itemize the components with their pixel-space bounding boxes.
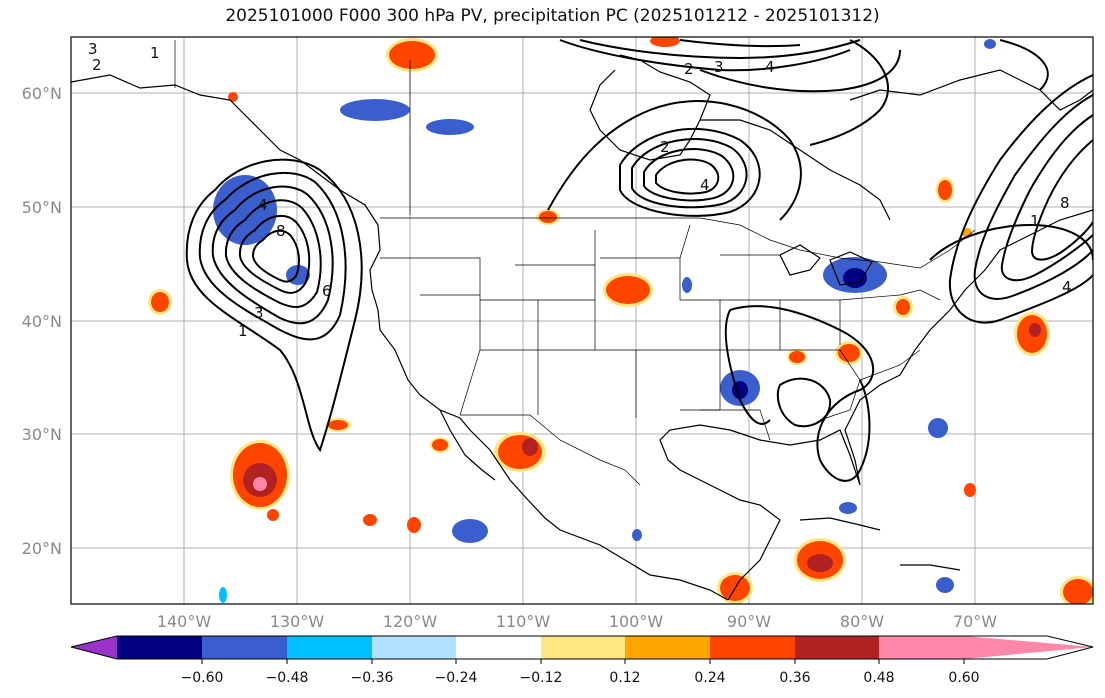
colorbar-outline — [70, 635, 1094, 660]
pv-contours — [185, 39, 1093, 482]
contour-label: 4 — [1062, 278, 1072, 296]
lat-label: 30°N — [22, 425, 62, 444]
colorbar-segment — [625, 636, 710, 659]
contour-label: 8 — [276, 222, 286, 240]
contour-label: 3 — [714, 58, 724, 76]
lon-label: 70°W — [953, 612, 997, 631]
contour-label: 1 — [150, 44, 160, 62]
colorbar-segment — [541, 636, 625, 659]
contour-label: 6 — [322, 282, 332, 300]
colorbar-segment — [710, 636, 795, 659]
colorbar-label: −0.24 — [435, 670, 478, 686]
colorbar-label: 0.48 — [863, 670, 894, 686]
lon-label: 140°W — [157, 612, 212, 631]
lon-label: 110°W — [496, 612, 551, 631]
colorbar-label: −0.36 — [351, 670, 394, 686]
colorbar-label: 0.12 — [609, 670, 640, 686]
colorbar-segment — [372, 636, 456, 659]
map-title: 2025101000 F000 300 hPa PV, precipitatio… — [225, 6, 880, 26]
contour-label: 4 — [700, 176, 710, 194]
colorbar: −0.60 −0.48 −0.36 −0.24 −0.12 0.12 0.24 … — [70, 635, 1094, 686]
graticule — [71, 37, 1093, 604]
contour-label: 2 — [92, 56, 102, 74]
contour-label: 1 — [1030, 212, 1040, 230]
colorbar-segment — [202, 636, 287, 659]
contour-label: 2 — [684, 60, 694, 78]
contour-labels: 3 1 2 4 8 6 3 1 2 3 4 4 8 4 2 1 — [88, 40, 1072, 340]
colorbar-label: 0.36 — [779, 670, 810, 686]
contour-label: 2 — [660, 138, 670, 156]
colorbar-segment — [795, 636, 879, 659]
colorbar-label: −0.12 — [520, 670, 563, 686]
colorbar-segment — [879, 636, 964, 659]
lon-label: 80°W — [840, 612, 884, 631]
colorbar-label: −0.48 — [266, 670, 309, 686]
colorbar-extend-high — [964, 636, 1093, 659]
contour-label: 4 — [258, 196, 268, 214]
lat-label: 50°N — [22, 198, 62, 217]
precip-negative-areas — [213, 39, 996, 603]
precip-positive-areas — [148, 37, 1093, 604]
colorbar-label: 0.60 — [948, 670, 979, 686]
colorbar-label: −0.60 — [181, 670, 224, 686]
colorbar-segment — [287, 636, 372, 659]
lon-label: 100°W — [609, 612, 664, 631]
map-frame — [70, 36, 1094, 605]
colorbar-extend-low — [71, 636, 117, 659]
contour-label: 4 — [765, 58, 775, 76]
lon-label: 130°W — [270, 612, 325, 631]
lon-label: 90°W — [727, 612, 771, 631]
colorbar-label: 0.24 — [694, 670, 725, 686]
lat-label: 60°N — [22, 84, 62, 103]
lat-label: 20°N — [22, 539, 62, 558]
contour-label: 3 — [88, 40, 98, 58]
coastlines — [71, 54, 1093, 601]
political-borders — [174, 40, 976, 486]
contour-label: 8 — [1060, 194, 1070, 212]
lon-label: 120°W — [383, 612, 438, 631]
longitude-labels: 140°W 130°W 120°W 110°W 100°W 90°W 80°W … — [157, 612, 997, 631]
latitude-labels: 60°N 50°N 40°N 30°N 20°N — [22, 84, 62, 558]
contour-label: 1 — [238, 322, 248, 340]
colorbar-ticks — [201, 659, 965, 664]
lat-label: 40°N — [22, 312, 62, 331]
contour-label: 3 — [254, 304, 264, 322]
colorbar-segment — [456, 636, 541, 659]
colorbar-segment — [117, 636, 202, 659]
